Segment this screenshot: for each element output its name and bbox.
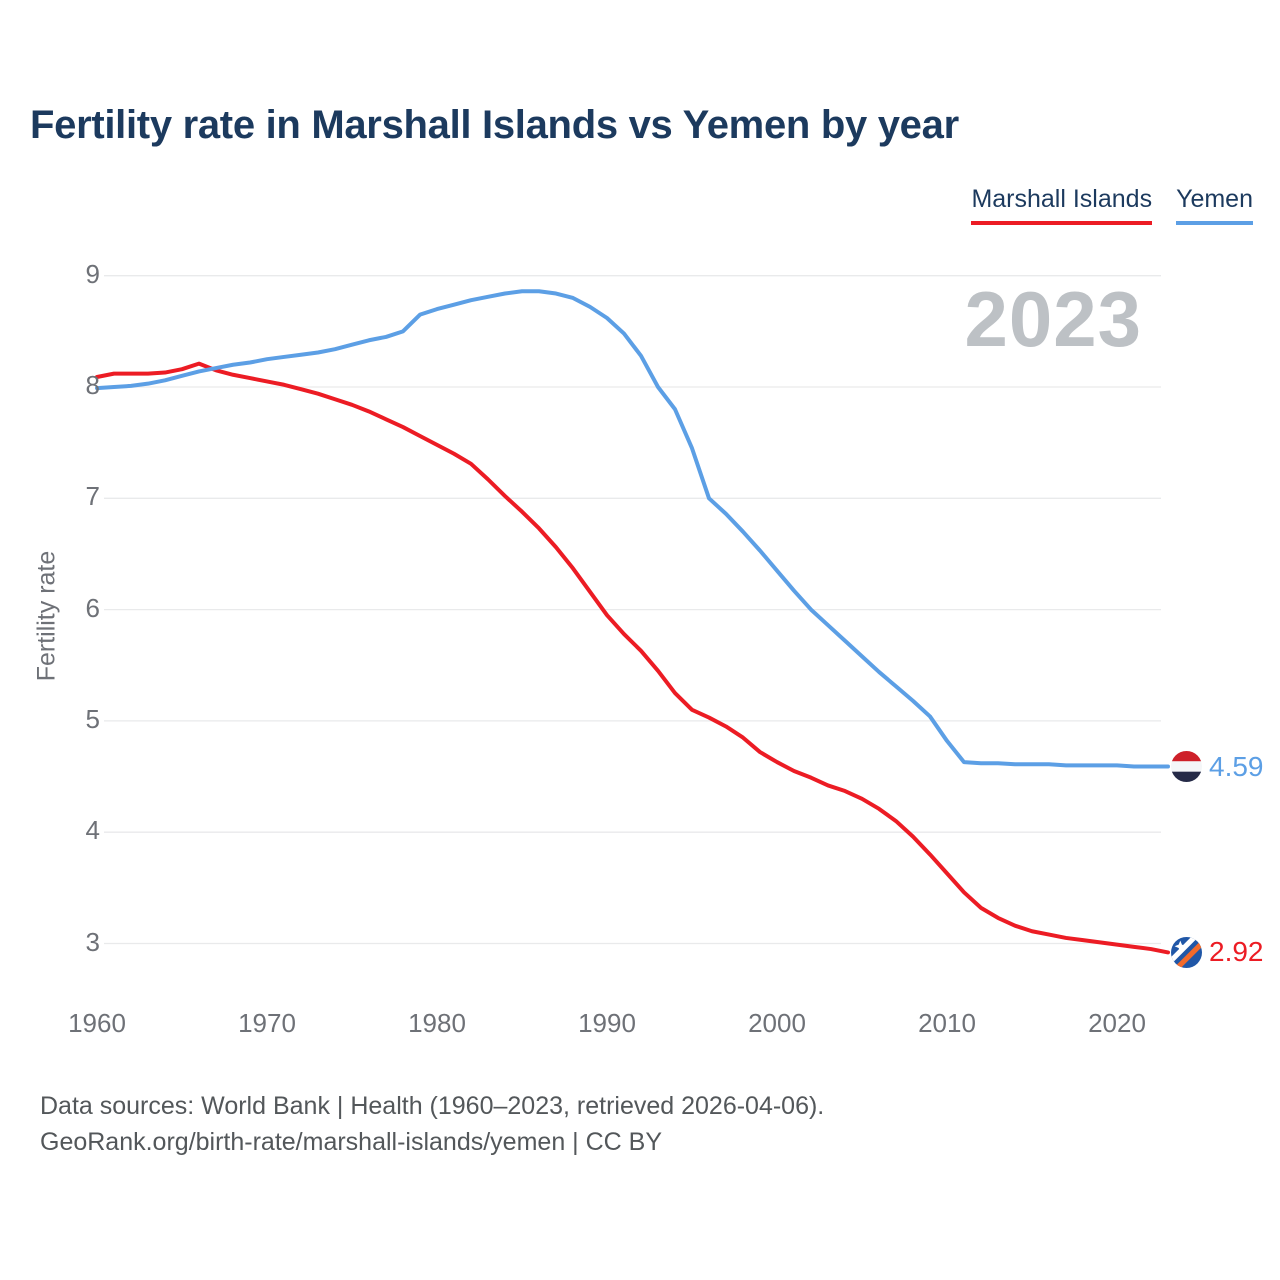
x-tick-label: 1980 (408, 1008, 466, 1038)
x-tick-label: 2000 (748, 1008, 806, 1038)
marshall-islands-flag-icon (1171, 936, 1202, 968)
x-tick-label: 1960 (68, 1008, 126, 1038)
chart-title: Fertility rate in Marshall Islands vs Ye… (30, 103, 959, 147)
marshall-islands-line[interactable] (95, 361, 1170, 955)
x-tick-label: 1970 (238, 1008, 296, 1038)
y-tick-label: 9 (85, 258, 100, 289)
yemen-flag-icon (1171, 751, 1202, 783)
footer-attribution-line: GeoRank.org/birth-rate/marshall-islands/… (40, 1128, 663, 1157)
y-tick-label: 4 (85, 815, 100, 846)
yemen-line[interactable] (95, 289, 1170, 769)
year-watermark: 2023 (964, 275, 1142, 363)
yemen-end-label: 4.59 (1171, 751, 1264, 783)
marshall-islands-end-label: 2.92 (1171, 936, 1264, 968)
footer: Data sources: World Bank | Health (1960–… (40, 1088, 824, 1161)
y-tick-label: 8 (85, 369, 100, 400)
legend-item-marshall-islands[interactable]: Marshall Islands (971, 185, 1153, 225)
y-tick-label: 3 (85, 926, 100, 957)
y-tick-label: 6 (85, 592, 100, 623)
x-tick-label: 1990 (578, 1008, 636, 1038)
y-tick-label: 7 (85, 481, 100, 512)
x-tick-label: 2010 (918, 1008, 976, 1038)
yemen-end-value: 4.59 (1209, 750, 1264, 782)
legend: Marshall Islands Yemen (971, 185, 1253, 225)
y-tick-label: 5 (85, 703, 100, 734)
marshall-islands-end-value: 2.92 (1209, 936, 1264, 968)
legend-item-yemen[interactable]: Yemen (1176, 185, 1253, 225)
x-tick-label: 2020 (1088, 1008, 1146, 1038)
footer-sources-line: Data sources: World Bank | Health (1960–… (40, 1092, 825, 1120)
